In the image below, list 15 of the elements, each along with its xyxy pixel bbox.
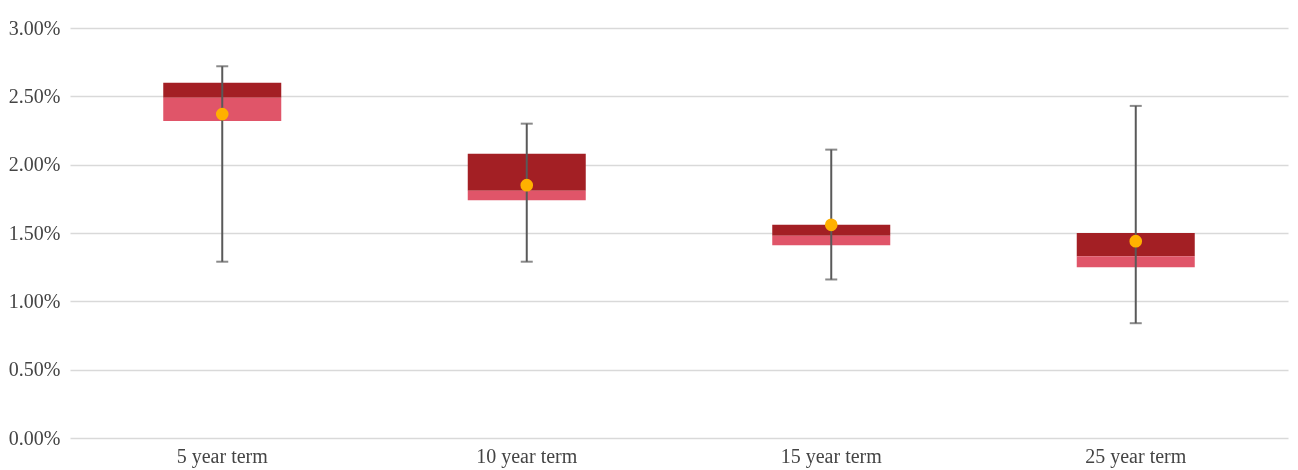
point (215, 107, 229, 121)
y-tick-label: 0.50% (8, 358, 61, 381)
x-tick-label: 15 year term (780, 444, 883, 468)
y-tick-label: 1.00% (8, 289, 61, 312)
point (1129, 234, 1143, 248)
x-tick-label: 10 year term (476, 444, 578, 468)
y-tick-label: 2.50% (8, 84, 61, 107)
x-tick-label: 5 year term (176, 444, 269, 468)
y-tick-label: 3.00% (8, 16, 61, 39)
y-tick-label: 2.00% (8, 153, 61, 176)
x-tick-label: 25 year term (1085, 444, 1187, 468)
y-tick-label: 1.50% (8, 221, 61, 244)
point (824, 218, 838, 232)
point (520, 178, 534, 192)
y-tick-label: 0.00% (8, 426, 61, 449)
